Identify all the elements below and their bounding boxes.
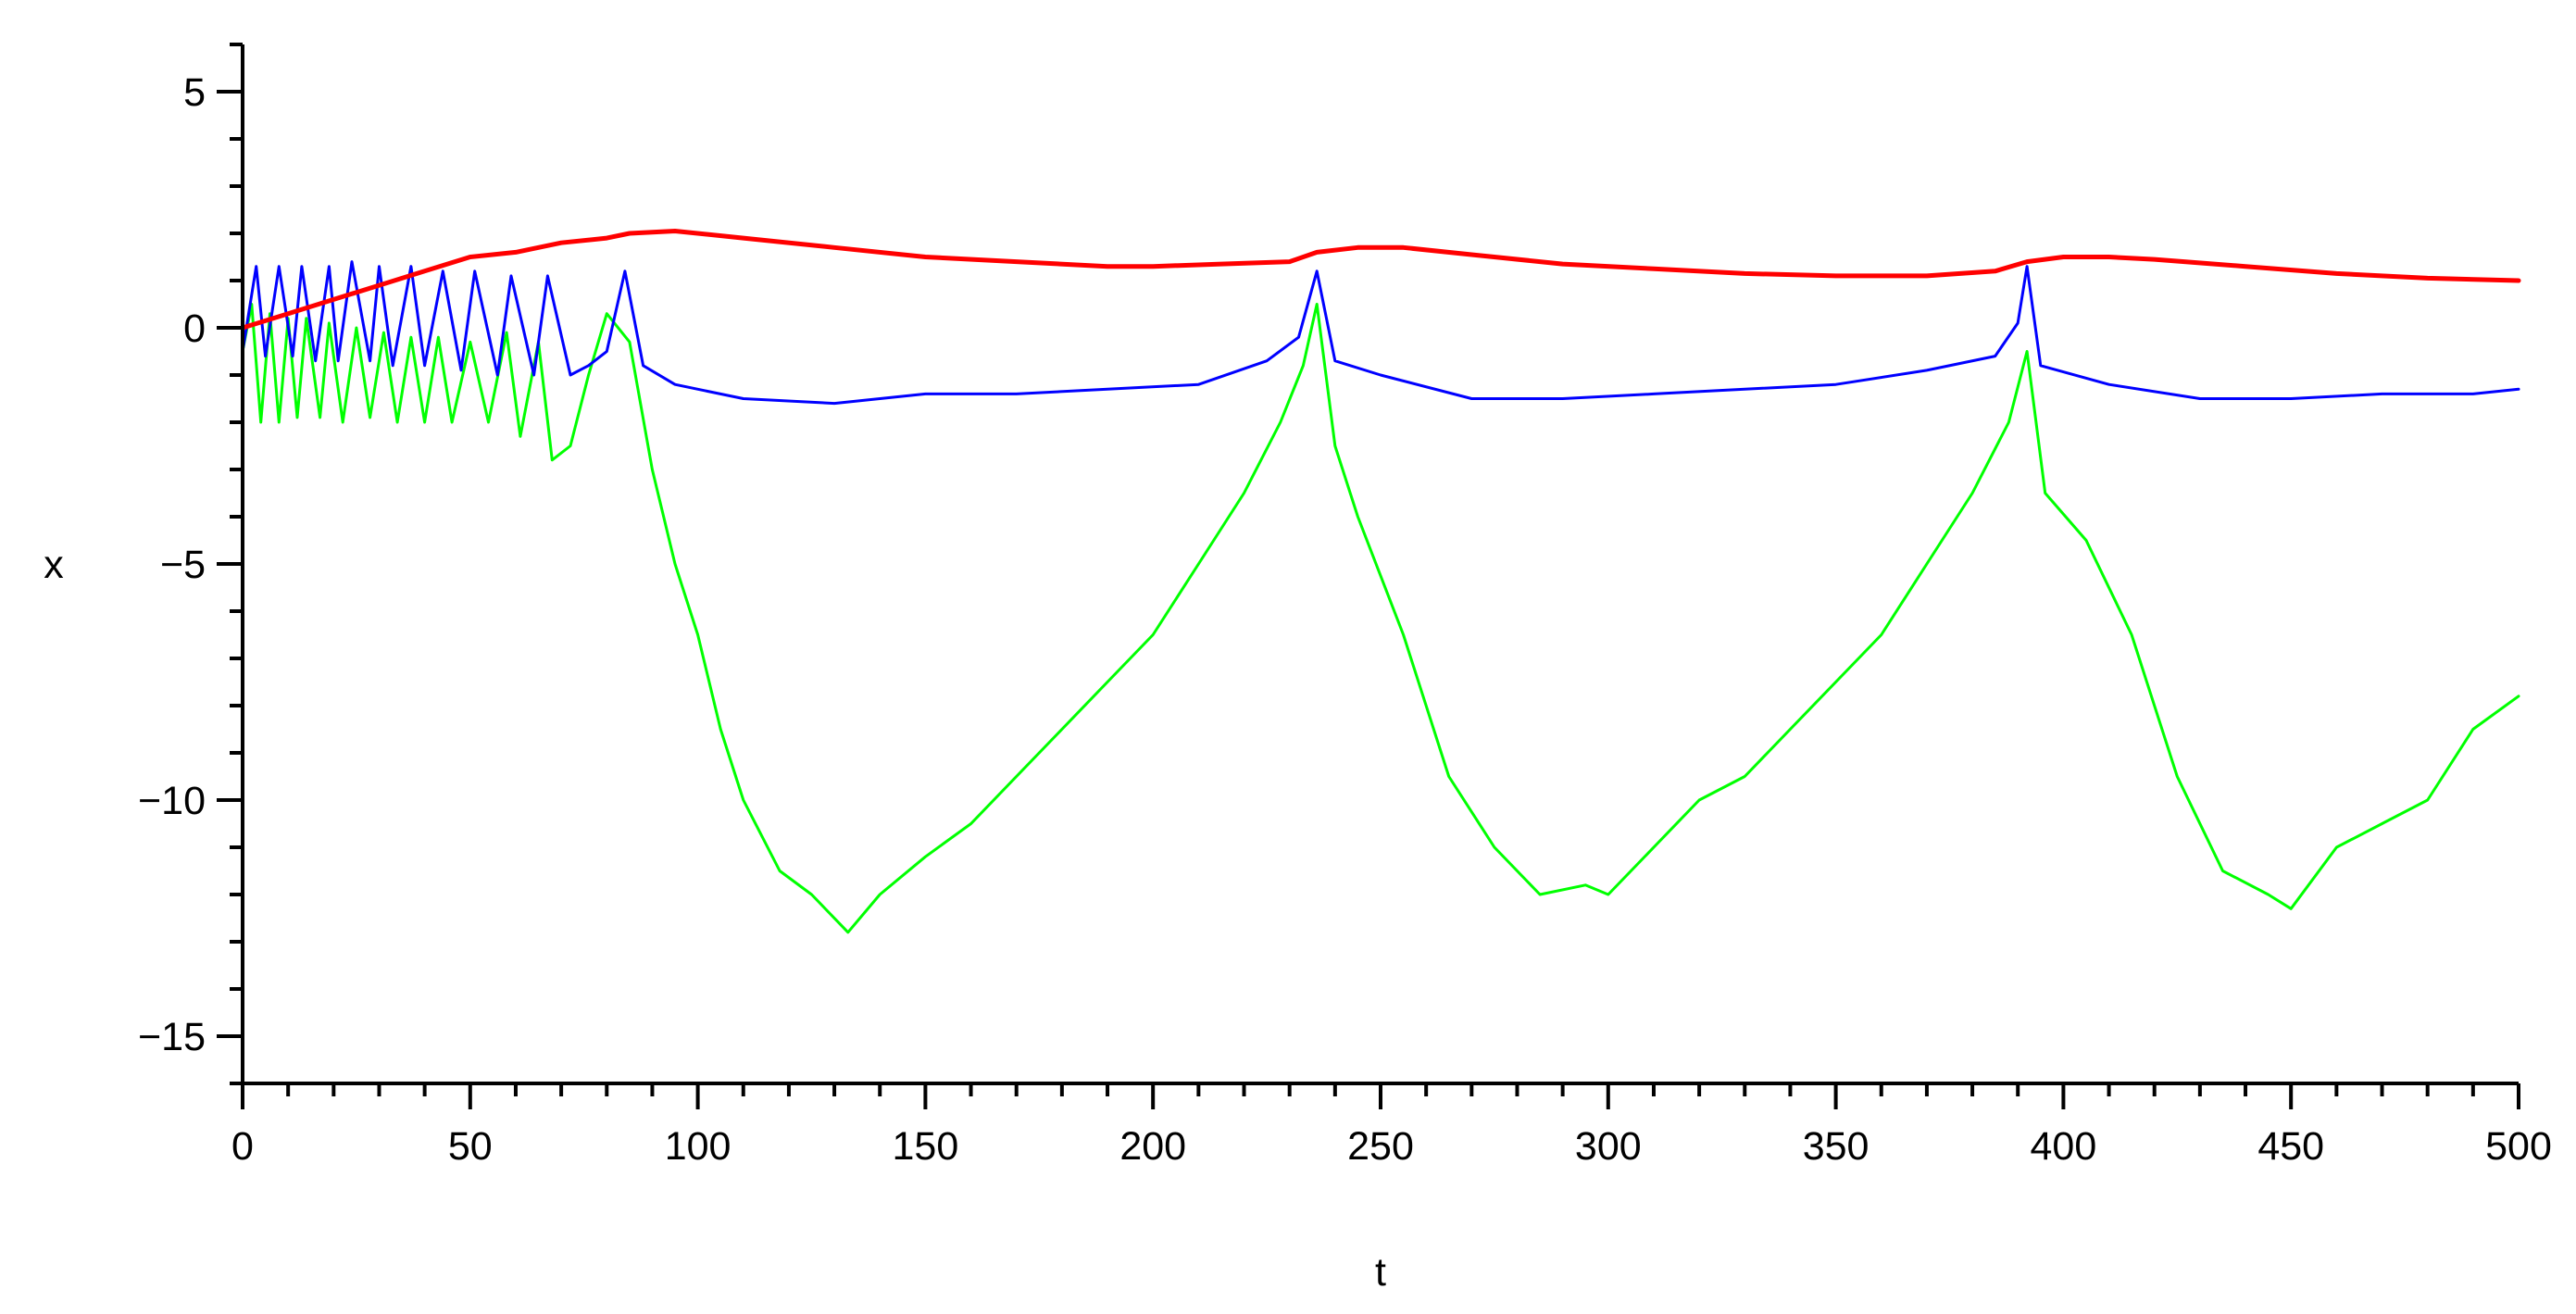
x-tick-label: 100 bbox=[665, 1124, 732, 1169]
x-tick-label: 0 bbox=[231, 1124, 254, 1169]
y-tick-label: −15 bbox=[138, 1015, 206, 1059]
series-layer bbox=[240, 229, 2521, 934]
x-tick-label: 350 bbox=[1803, 1124, 1869, 1169]
series-line-2 bbox=[241, 260, 2520, 406]
y-tick-label: −5 bbox=[160, 543, 206, 587]
x-tick-label: 50 bbox=[448, 1124, 493, 1169]
x-tick-label: 250 bbox=[1347, 1124, 1414, 1169]
x-tick-label: 450 bbox=[2257, 1124, 2324, 1169]
y-axis-label: x bbox=[44, 543, 64, 587]
y-tick-label: 0 bbox=[183, 307, 206, 351]
x-tick-label: 150 bbox=[893, 1124, 959, 1169]
y-tick-label: 5 bbox=[183, 70, 206, 115]
series-line-1 bbox=[240, 229, 2521, 331]
x-tick-label: 400 bbox=[2031, 1124, 2097, 1169]
x-tick-label: 300 bbox=[1575, 1124, 1642, 1169]
x-tick-label: 500 bbox=[2485, 1124, 2552, 1169]
series-line-3 bbox=[241, 303, 2520, 934]
x-axis-label: t bbox=[1375, 1250, 1386, 1295]
y-tick-label: −10 bbox=[138, 779, 206, 823]
x-tick-label: 200 bbox=[1119, 1124, 1186, 1169]
